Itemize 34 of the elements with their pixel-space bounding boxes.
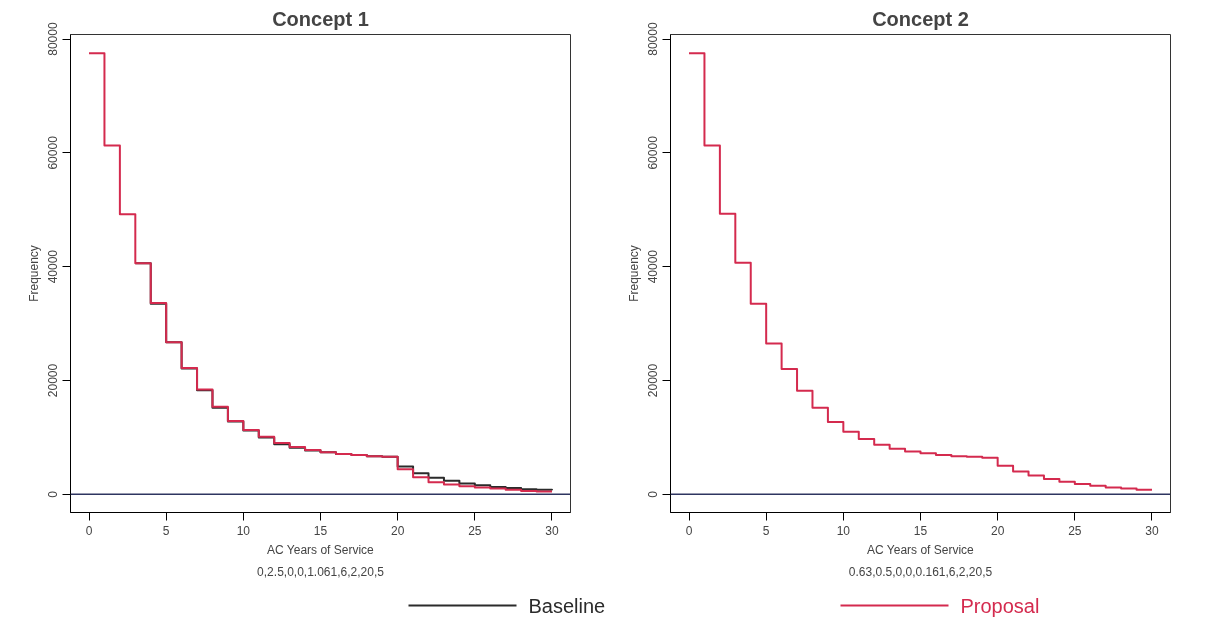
x-tick-label: 10 [836, 523, 851, 538]
x-tick-label: 15 [913, 523, 928, 538]
x-tick-label: 25 [468, 523, 482, 538]
text: Baseline [528, 594, 606, 617]
x-tick-label: 0 [685, 523, 693, 538]
y-tick-label: 60000 [46, 135, 61, 170]
y-tick-label: 20000 [646, 363, 661, 398]
y-axis-title: Frequency [626, 245, 641, 302]
x-tick-label: 5 [162, 523, 170, 538]
x-axis-title: AC Years of Service [267, 542, 375, 557]
x-tick-label: 30 [1145, 523, 1159, 538]
text: Proposal [960, 594, 1040, 617]
x-axis-title: AC Years of Service [867, 542, 975, 557]
x-tick-label: 20 [390, 523, 405, 538]
x-tick-label: 0 [85, 523, 93, 538]
y-tick-label: 60000 [646, 135, 661, 170]
text: 0,2.5,0,0,1.061,6,2,20,5 [257, 564, 385, 579]
y-tick-label: 20000 [46, 363, 61, 398]
text: 0.63,0.5,0,0,0.161,6,2,20,5 [848, 564, 993, 579]
y-axis-title: Frequency [26, 245, 41, 302]
chart-title: Concept 1 [272, 7, 369, 30]
y-tick-label: 80000 [646, 22, 661, 56]
y-tick-label: 0 [46, 490, 61, 498]
x-tick-label: 20 [990, 523, 1005, 538]
chart-title: Concept 2 [872, 7, 969, 30]
x-tick-label: 10 [236, 523, 251, 538]
y-tick-label: 0 [646, 490, 661, 498]
y-tick-label: 80000 [46, 22, 61, 56]
x-tick-label: 30 [545, 523, 559, 538]
x-tick-label: 25 [1068, 523, 1082, 538]
y-tick-label: 40000 [646, 249, 661, 284]
y-tick-label: 40000 [46, 249, 61, 284]
x-tick-label: 15 [313, 523, 328, 538]
x-tick-label: 5 [762, 523, 770, 538]
